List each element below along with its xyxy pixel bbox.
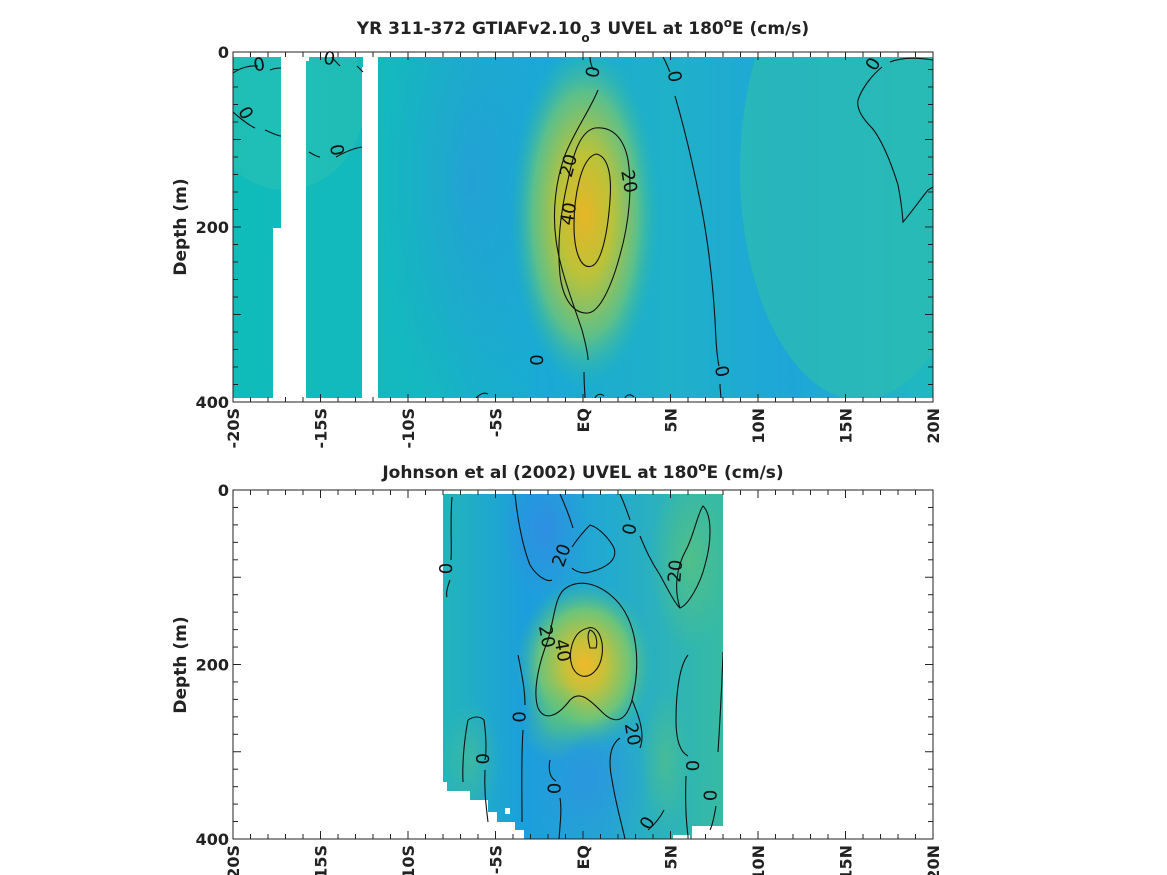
x-tick-label: 15N: [837, 845, 856, 875]
panel-1-title: YR 311-372 GTIAFv2.10o3 UVEL at 180oE (c…: [356, 16, 809, 45]
x-tick-label: -20S: [224, 845, 243, 875]
panel-1-heatmap: [233, 57, 933, 398]
contour-label: 0: [710, 364, 733, 379]
contour-label: 0: [473, 753, 494, 764]
y-tick-label: 400: [196, 830, 229, 849]
contour-label: 20: [616, 168, 641, 194]
x-tick-label: -10S: [399, 845, 418, 875]
x-tick-label: -10S: [399, 408, 418, 448]
contour-label: 0: [683, 760, 704, 771]
contour-label: 0: [436, 563, 457, 574]
x-tick-label: -20S: [224, 408, 243, 448]
x-tick-label: 5N: [662, 845, 681, 870]
contour-label: 40: [550, 637, 575, 663]
x-tick-label: 20N: [924, 845, 943, 875]
panel-2-title: Johnson et al (2002) UVEL at 180oE (cm/s…: [381, 460, 783, 483]
x-tick-label: 15N: [837, 408, 856, 444]
contour-label: 0: [325, 143, 348, 158]
x-tick-label: 10N: [749, 408, 768, 444]
contour-label: 0: [619, 522, 642, 537]
x-tick-label: -5S: [487, 845, 506, 874]
contour-label: 20: [620, 721, 645, 747]
y-tick-label: 200: [196, 656, 229, 675]
x-tick-label: 10N: [749, 845, 768, 875]
contour-label: 0: [663, 69, 686, 84]
y-tick-label: 0: [218, 481, 229, 500]
panel-1-y-axis-label: Depth (m): [171, 178, 191, 275]
contour-label: 20: [664, 559, 687, 584]
x-tick-label: EQ: [574, 408, 593, 433]
panel-2-heatmap: [443, 494, 723, 839]
contour-label: 0: [700, 790, 721, 801]
contour-label: 0: [510, 711, 531, 722]
contour-label: 0: [322, 48, 337, 71]
x-tick-label: 5N: [662, 408, 681, 433]
y-tick-label: 400: [196, 393, 229, 412]
panel-2-y-axis-label: Depth (m): [171, 616, 191, 713]
contour-label: 20: [534, 623, 559, 649]
x-tick-label: -15S: [312, 408, 331, 448]
y-tick-label: 0: [218, 43, 229, 62]
y-tick-label: 200: [196, 218, 229, 237]
x-tick-label: -15S: [312, 845, 331, 875]
panel-1: YR 311-372 GTIAFv2.10o3 UVEL at 180oE (c…: [171, 16, 943, 448]
panel-1-x-ticks: -20S -15S -10S -5S EQ 5N 10N 15N 20N: [224, 52, 943, 448]
contour-label: 0: [527, 354, 548, 365]
contour-label: 0: [582, 65, 605, 80]
contour-label: 0: [545, 783, 566, 794]
panel-2-x-ticks: -20S -15S -10S -5S EQ 5N 10N 15N 20N: [224, 490, 943, 875]
contour-label: 0: [252, 54, 267, 77]
contour-label: 40: [557, 201, 582, 227]
panel-2: Johnson et al (2002) UVEL at 180oE (cm/s…: [171, 460, 943, 875]
x-tick-label: EQ: [574, 845, 593, 870]
x-tick-label: 20N: [924, 408, 943, 444]
x-tick-label: -5S: [487, 408, 506, 437]
